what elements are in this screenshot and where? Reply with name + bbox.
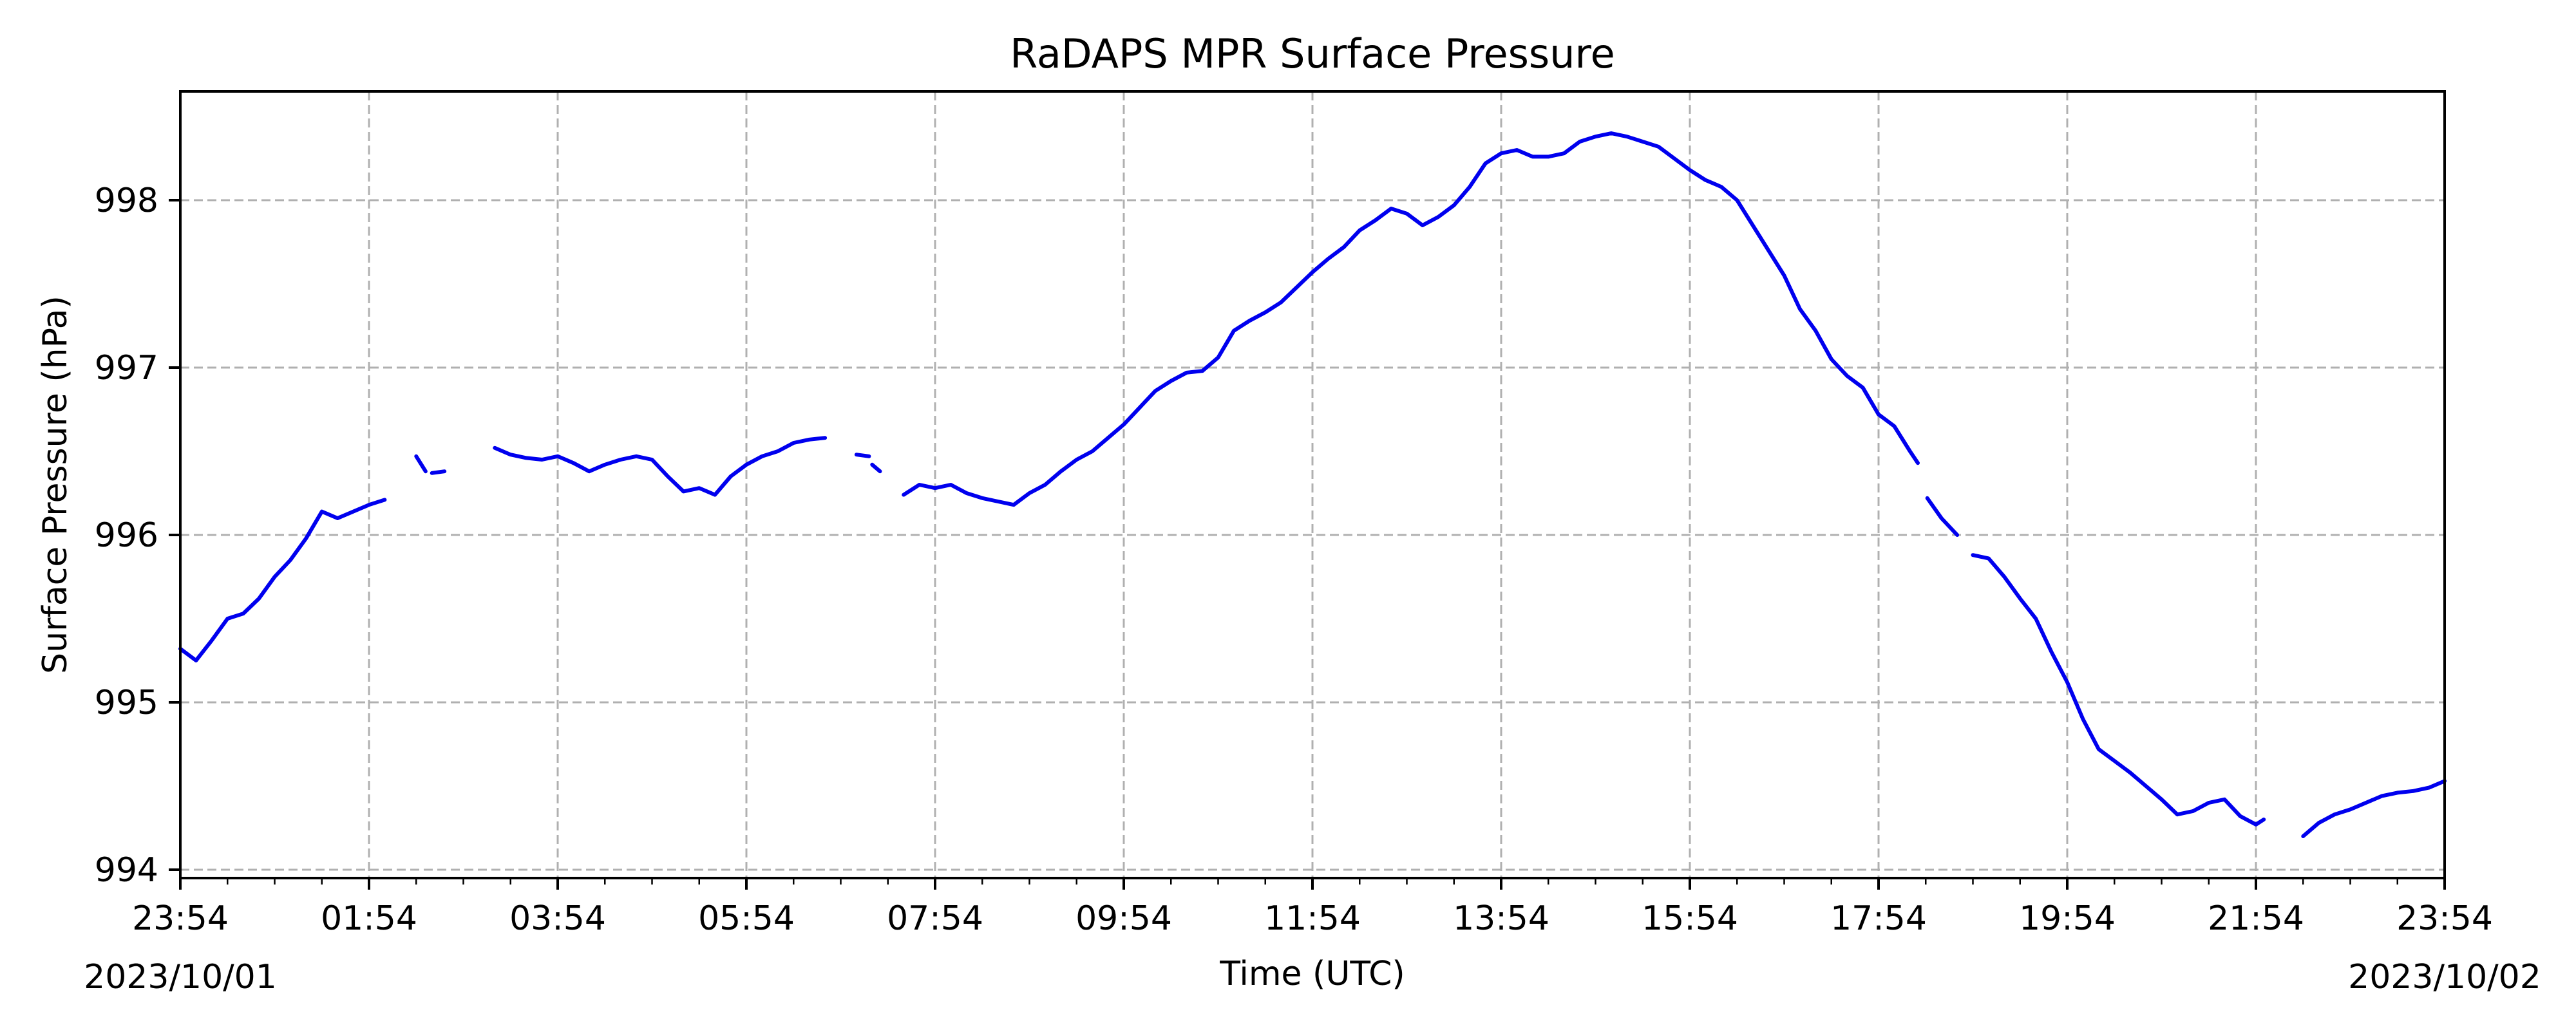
pressure-line-segment [1971,553,2266,827]
x-tick-label: 01:54 [321,899,417,938]
pressure-line-segment [1925,496,1960,537]
x-date-label-end: 2023/10/02 [2348,958,2541,997]
x-tick-label: 09:54 [1075,899,1172,938]
x-tick-label: 13:54 [1453,899,1549,938]
x-tick-label: 17:54 [1830,899,1927,938]
gridlines [180,91,2445,878]
x-tick-label: 03:54 [509,899,606,938]
y-tick-label: 998 [95,182,158,220]
x-date-label-start: 2023/10/01 [84,958,277,997]
pressure-line-segment [2301,779,2447,838]
pressure-line-segment [178,498,387,662]
x-tick-label: 05:54 [698,899,795,938]
x-axis: 23:54 01:54 03:54 05:54 07:54 09:54 11:54 13:54… [132,878,2493,938]
pressure-line-segment [870,462,882,474]
chart-title: RaDAPS MPR Surface Pressure [1010,30,1615,77]
x-tick-label: 23:54 [2396,899,2493,938]
x-tick-label: 21:54 [2208,899,2304,938]
pressure-line-segment [902,131,1920,507]
y-tick-label: 995 [95,684,158,722]
y-tick-label: 994 [95,851,158,890]
pressure-line-segment [414,454,428,474]
series-group [178,131,2447,838]
y-axis: 994 995 996 997 998 [95,182,180,890]
y-tick-label: 996 [95,516,158,555]
pressure-line-segment [854,453,871,458]
x-tick-label: 11:54 [1264,899,1361,938]
x-tick-label: 23:54 [132,899,229,938]
x-tick-label: 19:54 [2019,899,2116,938]
y-axis-label: Surface Pressure (hPa) [36,295,75,674]
x-tick-label: 07:54 [887,899,983,938]
pressure-line-segment [430,469,447,475]
x-tick-label: 15:54 [1642,899,1738,938]
y-tick-label: 997 [95,349,158,388]
pressure-line-segment [493,436,828,497]
x-axis-label: Time (UTC) [1219,955,1405,993]
